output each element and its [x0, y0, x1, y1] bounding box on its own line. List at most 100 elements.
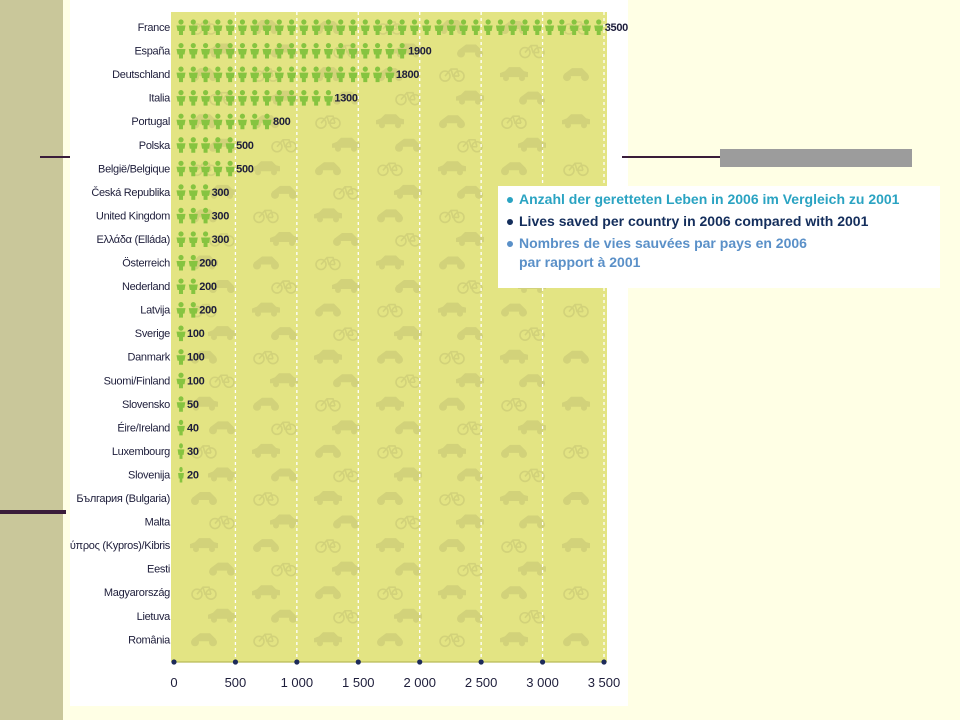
motorcycle-icon [253, 539, 279, 553]
bar [176, 113, 272, 130]
bicycle-icon [377, 162, 403, 177]
car-icon [394, 184, 422, 199]
car-icon [456, 231, 484, 246]
motorcycle-icon [563, 350, 589, 364]
motorcycle-icon [563, 633, 589, 647]
car-icon [456, 90, 484, 105]
bicycle-icon [457, 280, 483, 294]
value-label: 3500 [605, 22, 628, 34]
value-label: 30 [187, 446, 199, 458]
person-icon [311, 90, 321, 106]
category-label: Malta [145, 517, 172, 529]
bar [176, 184, 211, 200]
bicycle-icon [191, 445, 217, 459]
person-icon [459, 19, 469, 35]
category-label: Luxembourg [112, 446, 170, 458]
car-icon [518, 561, 546, 576]
person-icon [373, 19, 383, 35]
legend-text-german: Anzahl der geretteten Leben in 2006 im V… [519, 191, 900, 207]
car-icon [314, 208, 342, 223]
car-icon [394, 608, 422, 623]
bar [176, 19, 604, 35]
person-icon [594, 19, 604, 35]
motorcycle-icon [563, 68, 589, 82]
motorcycle-icon [315, 162, 341, 176]
axis-tick-dot [294, 659, 300, 665]
person-icon [178, 466, 184, 483]
car-icon [314, 491, 342, 505]
slide-rule-bottom-left [0, 510, 66, 514]
axis-tick-dot [601, 659, 607, 665]
car-icon [500, 349, 528, 364]
car-icon [562, 114, 590, 129]
motorcycle-icon [439, 256, 465, 270]
person-icon [225, 90, 235, 106]
axis-tick-dot [355, 659, 361, 665]
person-icon [225, 19, 235, 35]
person-icon [508, 19, 518, 35]
person-icon [348, 19, 358, 35]
bicycle-icon [253, 633, 279, 648]
bicycle-icon [377, 303, 403, 318]
person-icon [201, 231, 211, 247]
bullet-icon [507, 197, 513, 203]
value-label: 100 [187, 328, 205, 340]
category-label: Magyarország [104, 587, 170, 599]
motorcycle-icon [377, 350, 403, 364]
bicycle-icon [563, 303, 589, 318]
bicycle-icon [439, 350, 465, 365]
bicycle-icon [439, 492, 465, 506]
motorcycle-icon [457, 44, 483, 58]
person-icon [176, 396, 186, 412]
axis-tick-dot [171, 659, 177, 665]
car-icon [252, 161, 280, 176]
legend-item-french: Nombres de vies sauvées par pays en 2006… [507, 234, 829, 272]
category-label: België/Belgique [98, 163, 170, 175]
motorcycle-icon [209, 562, 235, 576]
person-icon [299, 19, 309, 35]
value-label: 40 [187, 422, 199, 434]
value-label: 1300 [334, 93, 357, 105]
bullet-icon [507, 219, 513, 225]
axis-tick-dot [539, 659, 546, 665]
person-icon [213, 90, 223, 106]
person-icon [188, 19, 198, 35]
lives-saved-chart: France España Deutschland Italia Portugal Pol… [70, 12, 628, 690]
bar [176, 349, 186, 365]
person-icon [262, 113, 272, 130]
person-icon [225, 160, 235, 177]
person-icon [237, 90, 247, 106]
car-icon [208, 467, 236, 482]
person-icon [250, 42, 260, 59]
person-icon [287, 66, 297, 83]
person-icon [176, 325, 186, 342]
person-icon [176, 90, 186, 106]
car-icon [252, 585, 280, 600]
bicycle-icon [501, 539, 527, 553]
person-icon [262, 42, 272, 59]
person-icon [201, 207, 211, 224]
person-icon [201, 113, 211, 130]
motorcycle-icon [271, 185, 297, 199]
bar [176, 42, 407, 59]
person-icon [225, 113, 235, 130]
person-icon [422, 19, 432, 35]
car-icon [208, 608, 236, 623]
motorcycle-icon [333, 374, 359, 388]
car-icon [562, 538, 590, 553]
category-label: România [128, 634, 171, 646]
bicycle-icon [563, 445, 589, 459]
value-label: 200 [199, 258, 217, 270]
person-icon [201, 90, 211, 106]
motorcycle-icon [501, 586, 527, 600]
category-label: Κύπρος (Kypros)/Kibris [70, 540, 171, 552]
person-icon [311, 19, 321, 35]
bar [176, 231, 211, 247]
category-label: Polska [139, 140, 171, 152]
category-label: България (Bulgaria) [76, 493, 170, 505]
value-label: 200 [199, 281, 217, 293]
person-icon [188, 137, 198, 153]
bicycle-icon [315, 397, 341, 412]
bicycle-icon [191, 303, 217, 318]
motorcycle-icon [439, 397, 465, 411]
